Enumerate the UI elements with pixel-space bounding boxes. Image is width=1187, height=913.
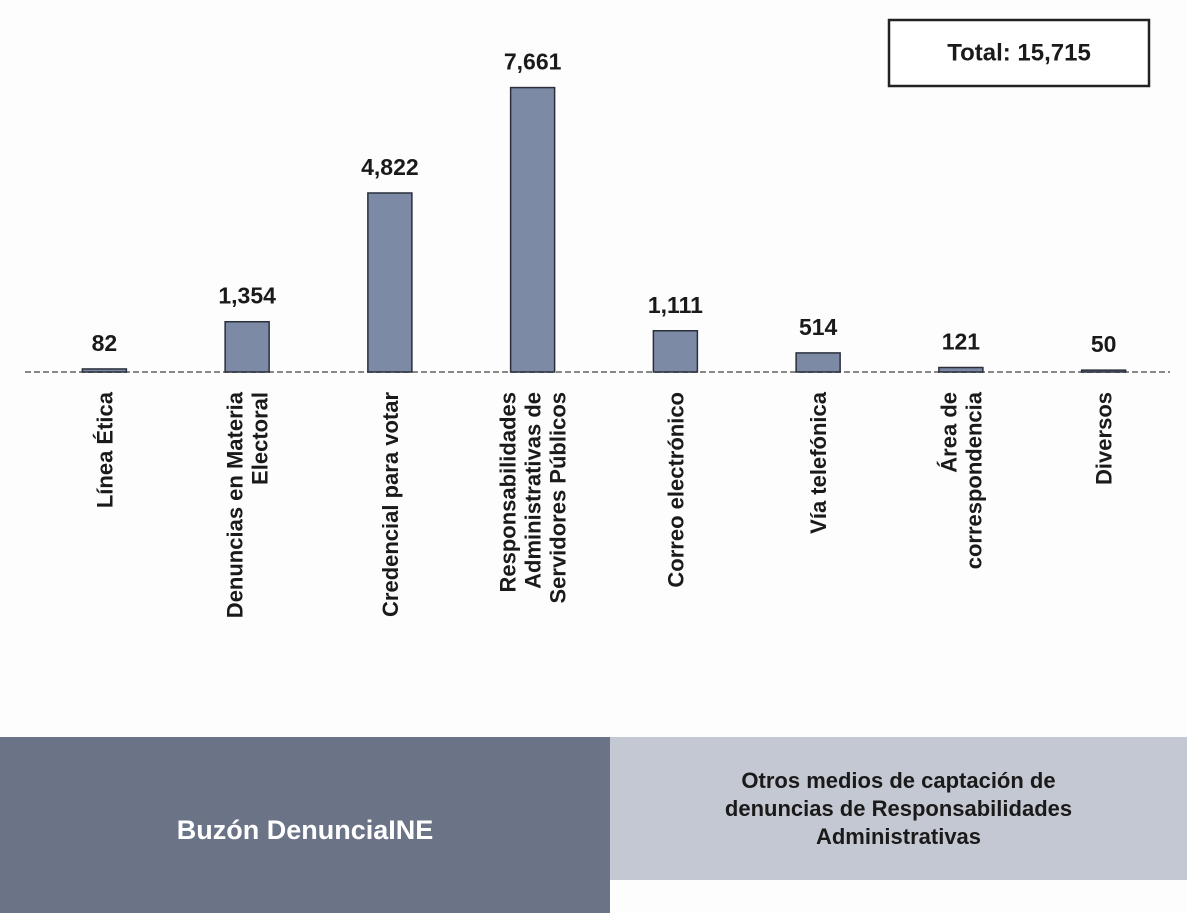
value-label: 4,822 bbox=[361, 154, 419, 180]
x-tick-label-group: Vía telefónica bbox=[806, 391, 831, 534]
value-label: 82 bbox=[92, 330, 118, 356]
bar bbox=[224, 320, 270, 373]
total-label: Total: 15,715 bbox=[947, 39, 1091, 66]
bar bbox=[367, 192, 413, 373]
value-label: 121 bbox=[942, 329, 981, 355]
bar bbox=[81, 368, 128, 373]
x-tick-label-group: Correo electrónico bbox=[663, 392, 688, 588]
x-tick-label-group: ResponsabilidadesAdministrativas deServi… bbox=[496, 392, 571, 604]
bar bbox=[795, 352, 841, 373]
x-tick-label-group: Credencial para votar bbox=[378, 392, 403, 617]
group-label: Otros medios de captación de denuncias de… bbox=[725, 768, 1072, 849]
x-tick-label-group: Denuncias en MateriaElectoral bbox=[223, 391, 273, 618]
x-tick-label: Credencial para votar bbox=[378, 392, 403, 617]
x-tick-label: Área decorrespondencia bbox=[936, 391, 986, 569]
bar bbox=[652, 330, 699, 373]
group-box bbox=[0, 737, 610, 913]
value-label: 514 bbox=[799, 314, 838, 340]
group-label: Buzón DenunciaINE bbox=[177, 815, 434, 845]
x-tick-label-group: Diversos bbox=[1092, 392, 1117, 485]
bar bbox=[509, 86, 556, 373]
bar bbox=[1080, 369, 1127, 373]
x-tick-label-group: Área decorrespondencia bbox=[936, 391, 986, 569]
bar bbox=[938, 366, 984, 373]
group-box bbox=[610, 737, 1187, 880]
x-tick-label-group: Línea Ética bbox=[92, 391, 117, 508]
value-label: 1,111 bbox=[648, 292, 703, 318]
x-tick-label: ResponsabilidadesAdministrativas deServi… bbox=[496, 392, 571, 604]
value-label: 1,354 bbox=[218, 283, 276, 309]
value-label: 50 bbox=[1091, 331, 1117, 357]
total-box bbox=[887, 18, 1151, 88]
x-tick-label: Vía telefónica bbox=[806, 391, 831, 534]
x-tick-label: Denuncias en MateriaElectoral bbox=[223, 391, 273, 618]
x-tick-label: Correo electrónico bbox=[663, 392, 688, 588]
value-label: 7,661 bbox=[504, 49, 562, 75]
x-tick-label: Línea Ética bbox=[92, 391, 117, 508]
x-tick-label: Diversos bbox=[1092, 392, 1117, 485]
